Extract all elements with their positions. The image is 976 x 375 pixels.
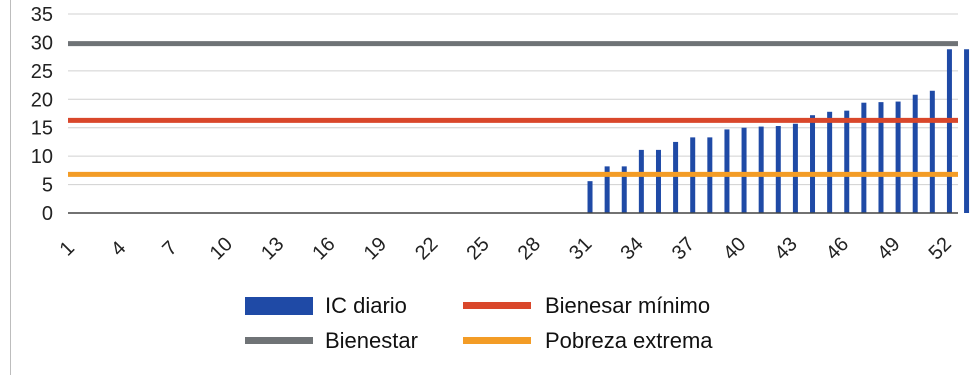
legend-swatch bbox=[463, 302, 531, 309]
bar bbox=[912, 94, 918, 213]
bars bbox=[587, 49, 970, 213]
legend-label: Bienestar bbox=[325, 328, 418, 353]
bar bbox=[741, 127, 747, 213]
bar bbox=[878, 102, 884, 213]
x-tick-label: 22 bbox=[411, 233, 442, 264]
x-tick-label: 13 bbox=[257, 233, 288, 264]
bar bbox=[638, 149, 644, 213]
legend-swatch bbox=[245, 297, 313, 315]
y-tick-label: 25 bbox=[31, 61, 53, 83]
chart-frame bbox=[10, 0, 975, 375]
legend-label: Pobreza extrema bbox=[545, 328, 713, 353]
reference-lines bbox=[68, 41, 958, 177]
y-tick-label: 10 bbox=[31, 146, 53, 168]
x-tick-label: 43 bbox=[771, 233, 802, 264]
bar bbox=[655, 149, 661, 213]
x-tick-label: 4 bbox=[107, 237, 130, 260]
x-tick-label: 10 bbox=[206, 233, 237, 264]
y-tick-label: 20 bbox=[31, 89, 53, 111]
x-tick-label: 31 bbox=[565, 233, 596, 264]
x-tick-label: 25 bbox=[462, 233, 493, 264]
bar bbox=[621, 166, 627, 213]
x-tick-label: 52 bbox=[925, 233, 956, 264]
x-tick-label: 37 bbox=[668, 233, 699, 264]
x-tick-label: 1 bbox=[56, 237, 79, 260]
legend-label: Bienesar mínimo bbox=[545, 293, 710, 318]
y-tick-label: 0 bbox=[42, 203, 53, 225]
x-tick-label: 28 bbox=[514, 233, 545, 264]
legend: IC diario Bienesar mínimo Bienestar Pobreza… bbox=[245, 293, 713, 353]
bar bbox=[964, 49, 970, 213]
y-tick-label: 15 bbox=[31, 118, 53, 140]
y-tick-label: 5 bbox=[42, 175, 53, 197]
legend-label: IC diario bbox=[325, 293, 407, 318]
x-tick-label: 40 bbox=[719, 233, 750, 264]
x-tick-label: 16 bbox=[308, 233, 339, 264]
y-tick-label: 35 bbox=[31, 4, 53, 26]
x-tick-label: 34 bbox=[616, 233, 647, 264]
x-tick-label: 49 bbox=[873, 233, 904, 264]
bar bbox=[861, 102, 867, 213]
bar bbox=[946, 49, 952, 213]
legend-item: Bienesar mínimo bbox=[463, 293, 710, 318]
bar bbox=[724, 129, 730, 213]
bar bbox=[810, 115, 816, 213]
bar bbox=[844, 110, 850, 213]
x-tick-label: 19 bbox=[360, 233, 391, 264]
bar bbox=[758, 126, 764, 213]
bar bbox=[775, 126, 781, 213]
x-tick-label: 7 bbox=[158, 237, 181, 260]
bar bbox=[604, 166, 610, 213]
bar bbox=[895, 101, 901, 213]
legend-swatch bbox=[245, 337, 313, 344]
x-tick-label: 46 bbox=[822, 233, 853, 264]
bar bbox=[827, 111, 833, 213]
legend-item: IC diario bbox=[245, 293, 407, 318]
bar bbox=[929, 90, 935, 213]
bar bbox=[587, 181, 593, 213]
bar bbox=[673, 141, 679, 213]
legend-item: Pobreza extrema bbox=[463, 328, 713, 353]
legend-swatch bbox=[463, 337, 531, 344]
y-tick-label: 30 bbox=[31, 32, 53, 54]
bar bbox=[792, 123, 798, 213]
legend-item: Bienestar bbox=[245, 328, 418, 353]
